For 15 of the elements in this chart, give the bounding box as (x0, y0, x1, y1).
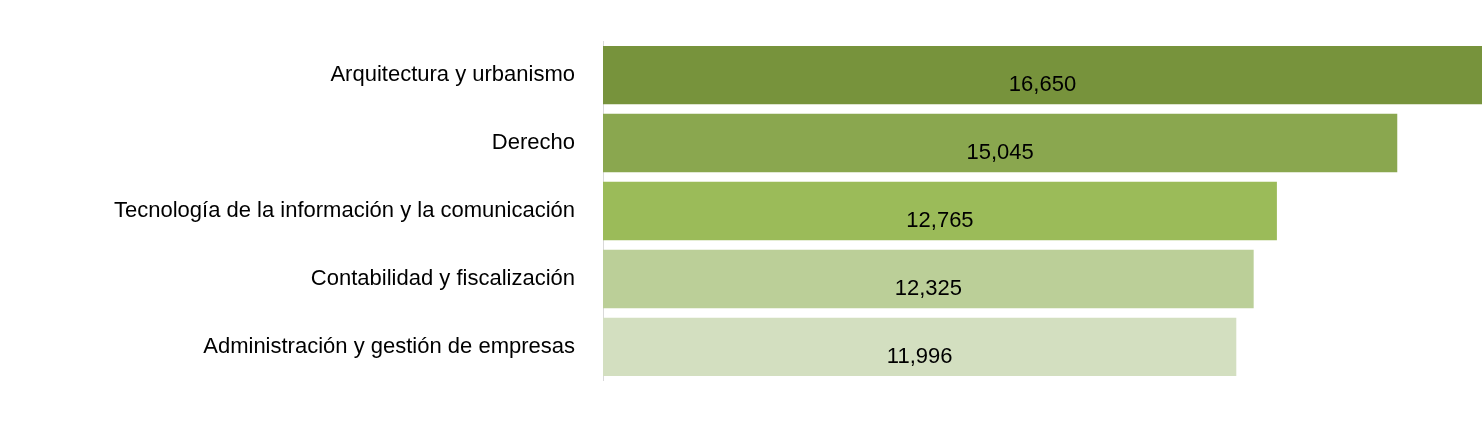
y-tick-label: Tecnología de la información y la comunicación (113, 197, 575, 223)
y-tick-label: Administración y gestión de empresas (203, 332, 575, 358)
y-tick-label: Contabilidad y fiscalización (310, 264, 575, 290)
bar (603, 249, 1254, 309)
bar (603, 317, 1237, 377)
data-label: 11,996 (886, 342, 953, 368)
bar (603, 113, 1398, 173)
bar (603, 45, 1482, 105)
data-label: 12,765 (906, 207, 974, 233)
data-label: 12,325 (894, 274, 962, 300)
y-tick-label: Derecho (491, 129, 575, 155)
data-label: 15,045 (966, 139, 1034, 165)
y-tick-label: Arquitectura y urbanismo (330, 61, 575, 87)
data-label: 16,650 (1008, 71, 1077, 97)
bar (603, 181, 1277, 241)
